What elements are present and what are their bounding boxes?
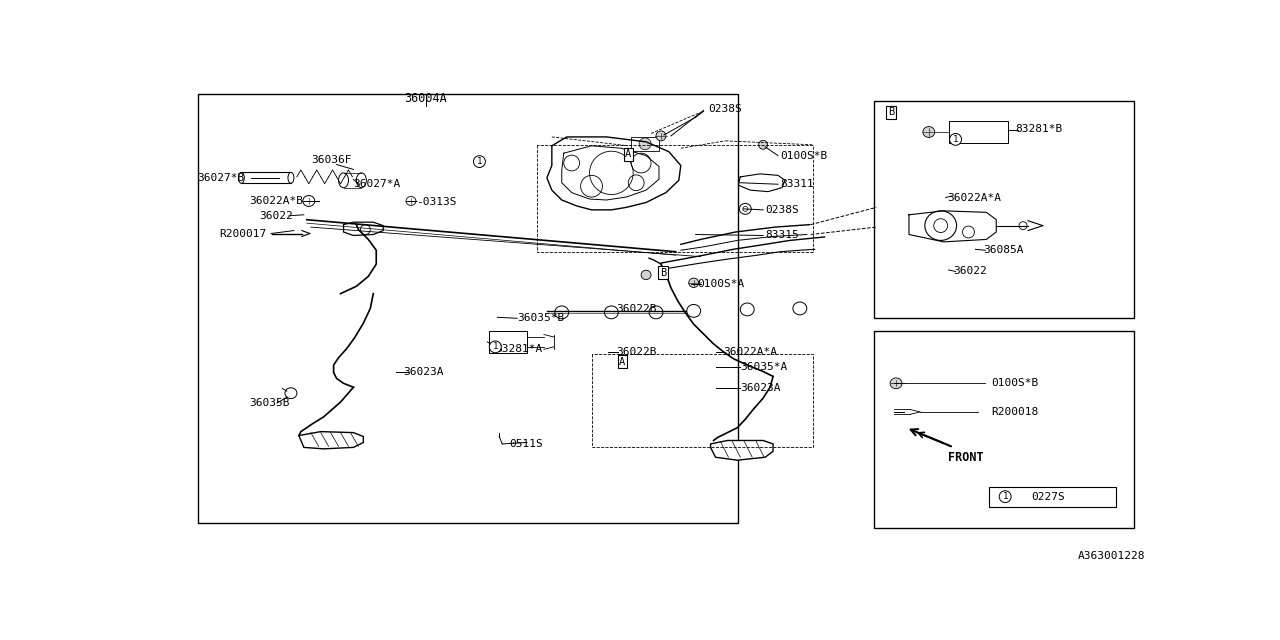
Ellipse shape bbox=[238, 172, 244, 183]
Text: 83315: 83315 bbox=[765, 230, 799, 241]
Text: 0100S*B: 0100S*B bbox=[780, 150, 827, 161]
Text: 83311: 83311 bbox=[780, 179, 814, 189]
Ellipse shape bbox=[923, 127, 934, 138]
Ellipse shape bbox=[657, 131, 666, 141]
Ellipse shape bbox=[950, 134, 961, 145]
Bar bbox=[489, 331, 527, 353]
Text: 0227S: 0227S bbox=[1030, 492, 1065, 502]
Ellipse shape bbox=[759, 140, 768, 149]
Text: 36023A: 36023A bbox=[740, 383, 781, 393]
Ellipse shape bbox=[1000, 491, 1011, 502]
Ellipse shape bbox=[792, 302, 806, 315]
Text: 36004A: 36004A bbox=[404, 92, 447, 106]
Text: 0238S: 0238S bbox=[709, 104, 742, 114]
Polygon shape bbox=[300, 431, 364, 449]
Text: 0511S: 0511S bbox=[509, 439, 543, 449]
Text: B: B bbox=[888, 108, 895, 117]
Text: 1: 1 bbox=[493, 342, 498, 351]
Text: 36027*B: 36027*B bbox=[197, 173, 244, 183]
Ellipse shape bbox=[489, 341, 502, 353]
Text: 36022A*B: 36022A*B bbox=[250, 196, 303, 206]
Ellipse shape bbox=[639, 138, 652, 150]
Text: 36022: 36022 bbox=[259, 211, 293, 221]
Text: 36085A: 36085A bbox=[983, 245, 1024, 255]
Text: 83281*B: 83281*B bbox=[1015, 124, 1062, 134]
Ellipse shape bbox=[925, 211, 956, 241]
Text: 0100S*A: 0100S*A bbox=[698, 279, 745, 289]
Text: 36035*A: 36035*A bbox=[740, 362, 787, 372]
Text: B: B bbox=[659, 268, 666, 278]
Ellipse shape bbox=[1019, 221, 1027, 230]
Text: FRONT: FRONT bbox=[947, 451, 983, 464]
Text: 1: 1 bbox=[952, 135, 959, 144]
Ellipse shape bbox=[740, 204, 751, 214]
Text: 36035B: 36035B bbox=[250, 398, 289, 408]
Text: 36022A*A: 36022A*A bbox=[947, 193, 1002, 202]
Ellipse shape bbox=[554, 306, 568, 319]
Ellipse shape bbox=[303, 196, 315, 207]
Ellipse shape bbox=[604, 306, 618, 319]
Ellipse shape bbox=[689, 278, 699, 287]
Text: -0313S: -0313S bbox=[416, 198, 457, 207]
Text: R200017: R200017 bbox=[220, 228, 266, 239]
Ellipse shape bbox=[740, 303, 754, 316]
Text: 36036F: 36036F bbox=[311, 155, 351, 164]
Text: 36035*B: 36035*B bbox=[517, 313, 564, 323]
Ellipse shape bbox=[641, 270, 652, 280]
Bar bbox=[948, 121, 1009, 143]
Ellipse shape bbox=[890, 378, 902, 388]
Text: 36022B: 36022B bbox=[617, 347, 657, 356]
Text: 36027*A: 36027*A bbox=[353, 179, 401, 189]
Text: 0238S: 0238S bbox=[765, 205, 799, 215]
Text: R200018: R200018 bbox=[991, 407, 1038, 417]
Text: A: A bbox=[625, 149, 631, 159]
Bar bbox=[989, 487, 1116, 506]
Text: 36022A*A: 36022A*A bbox=[723, 347, 777, 356]
Polygon shape bbox=[710, 440, 773, 460]
Bar bbox=[874, 102, 1134, 318]
Text: 1: 1 bbox=[476, 157, 483, 166]
Text: A: A bbox=[620, 356, 626, 367]
Text: 36022: 36022 bbox=[954, 266, 987, 276]
Ellipse shape bbox=[406, 196, 416, 205]
Ellipse shape bbox=[288, 172, 294, 183]
Text: 36022B: 36022B bbox=[617, 305, 657, 314]
Ellipse shape bbox=[356, 173, 366, 188]
Ellipse shape bbox=[649, 306, 663, 319]
Text: 36023A: 36023A bbox=[403, 367, 444, 378]
Bar bbox=[197, 94, 739, 523]
Bar bbox=[631, 137, 659, 150]
Ellipse shape bbox=[285, 388, 297, 399]
Text: 0100S*B: 0100S*B bbox=[991, 378, 1038, 388]
Text: A363001228: A363001228 bbox=[1078, 551, 1146, 561]
Text: 83281*A: 83281*A bbox=[495, 344, 543, 354]
Bar bbox=[242, 172, 291, 183]
Ellipse shape bbox=[338, 173, 348, 188]
Bar bbox=[874, 331, 1134, 528]
Ellipse shape bbox=[474, 156, 485, 168]
Ellipse shape bbox=[687, 305, 700, 317]
Ellipse shape bbox=[963, 226, 974, 238]
Text: 1: 1 bbox=[1002, 492, 1007, 501]
